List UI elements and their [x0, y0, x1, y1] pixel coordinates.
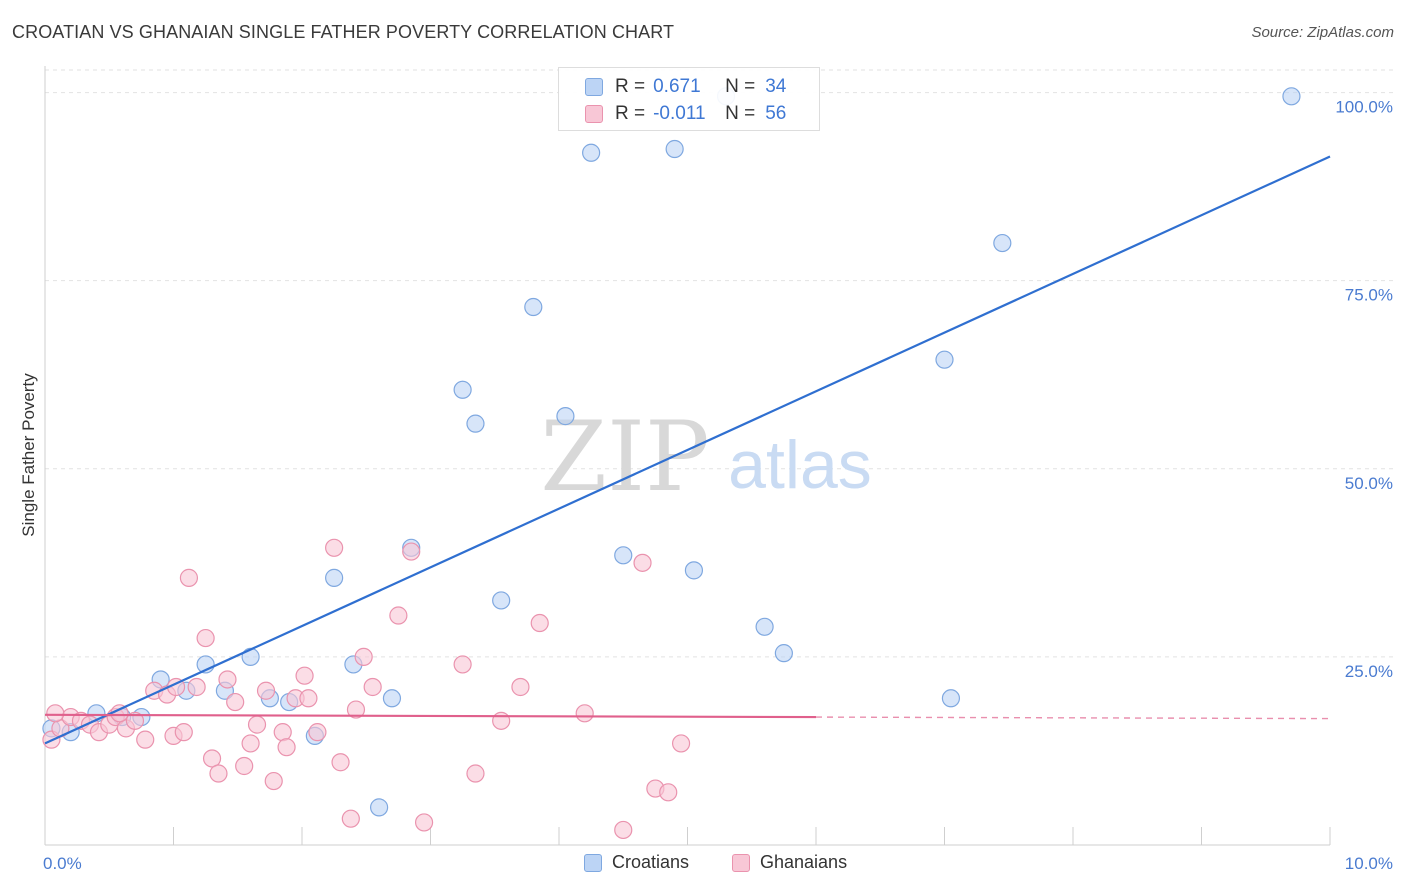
- legend: R = 0.671 N = 34 R = -0.011 N = 56: [558, 67, 820, 131]
- ghanaian-point: [136, 730, 155, 749]
- croatian-point: [941, 689, 961, 708]
- ghanaian-point: [530, 613, 549, 633]
- ghanaian-point: [277, 738, 296, 757]
- ghanaian-point: [325, 538, 344, 557]
- ghanaian-point: [389, 606, 408, 625]
- croatian-point: [453, 380, 472, 399]
- croatian-point: [665, 139, 684, 159]
- croatian-point: [466, 414, 485, 433]
- ghanaian-point: [511, 677, 530, 697]
- croatian-point: [382, 689, 402, 708]
- ghanaian-trend-line: [44, 713, 817, 719]
- source-label: Source: ZipAtlas.com: [1251, 24, 1394, 41]
- croatian-point: [1282, 87, 1301, 106]
- legend-row-ghanaians: R = -0.011 N = 56: [585, 103, 786, 125]
- legend-swatch-croatians: [585, 78, 603, 96]
- ghanaian-point: [209, 764, 228, 783]
- ghanaian-point: [346, 700, 366, 719]
- grid-lines: [45, 69, 1395, 658]
- ghanaian-point: [453, 655, 472, 674]
- tick-labels: 25.0% 50.0% 75.0% 100.0% 0.0% 10.0%: [43, 98, 1393, 873]
- legend-n-value-ghanaians: 56: [765, 103, 787, 124]
- croatian-point: [370, 798, 389, 817]
- croatian-point: [993, 233, 1012, 253]
- ghanaian-point: [492, 711, 511, 730]
- y-tick-label: 25.0%: [1345, 662, 1393, 681]
- y-tick-label: 75.0%: [1345, 286, 1393, 305]
- ghanaian-point: [354, 647, 373, 666]
- axes: [44, 66, 1331, 846]
- x-tick-label: 0.0%: [43, 854, 82, 873]
- x-tick-label: 10.0%: [1345, 854, 1393, 873]
- ghanaian-point: [295, 666, 314, 685]
- legend-r-label: R =: [615, 76, 646, 97]
- y-tick-label: 100.0%: [1335, 98, 1393, 117]
- bottom-legend-swatch-croatians: [584, 853, 602, 872]
- ghanaian-point: [174, 723, 193, 742]
- croatian-point: [556, 407, 575, 426]
- ghanaian-point: [575, 704, 594, 723]
- bottom-legend-swatch-ghanaians: [732, 853, 750, 872]
- ghanaian-point: [241, 734, 260, 753]
- legend-swatch-ghanaians: [585, 105, 603, 123]
- ghanaian-point: [179, 568, 199, 587]
- ghanaian-point: [341, 809, 360, 828]
- bottom-legend-ghanaians: Ghanaians: [732, 852, 847, 873]
- croatian-point: [325, 568, 344, 587]
- legend-row-croatians: R = 0.671 N = 34: [585, 76, 786, 98]
- legend-n-label: N =: [725, 76, 756, 97]
- ghanaian-point: [247, 715, 267, 734]
- watermark-atlas: atlas: [728, 427, 872, 503]
- ghanaian-point: [226, 692, 245, 712]
- ghanaian-point: [466, 764, 485, 783]
- y-axis-label: Single Father Poverty: [19, 373, 38, 537]
- ghanaian-point: [331, 753, 350, 772]
- watermark: ZIP atlas: [540, 401, 871, 513]
- ghanaian-point: [659, 783, 678, 802]
- croatian-trend-line: [44, 155, 1331, 745]
- croatian-point: [524, 297, 543, 317]
- ghanaian-point: [614, 820, 633, 840]
- legend-n-label: N =: [725, 103, 756, 124]
- ghanaian-point: [202, 749, 222, 768]
- legend-n-value-croatians: 34: [765, 76, 787, 97]
- ghanaian-point: [414, 813, 434, 832]
- ghanaian-point: [402, 542, 421, 561]
- legend-r-value-ghanaians: -0.011: [653, 103, 706, 124]
- ghanaian-point: [299, 689, 318, 708]
- ghanaian-point: [264, 771, 283, 791]
- ghanaian-point: [256, 681, 276, 700]
- croatian-point: [582, 143, 601, 162]
- legend-r-label: R =: [615, 103, 646, 124]
- croatian-point: [755, 617, 774, 636]
- ghanaian-trend-extension: [815, 716, 1331, 720]
- legend-r-value-croatians: 0.671: [653, 76, 701, 97]
- bottom-legend-label-ghanaians: Ghanaians: [760, 852, 848, 872]
- ghanaian-point: [671, 734, 691, 753]
- ghanaian-point: [187, 677, 206, 697]
- ghanaian-point: [196, 628, 215, 648]
- ghanaian-point: [273, 723, 292, 742]
- ghanaian-point: [125, 711, 145, 730]
- croatian-point: [774, 644, 793, 663]
- bottom-legend-croatians: Croatians: [584, 852, 689, 873]
- croatian-point: [684, 561, 704, 580]
- croatian-point: [935, 350, 954, 369]
- croatian-point: [241, 647, 260, 666]
- ghanaian-point: [308, 723, 327, 742]
- trend-lines: [44, 155, 1331, 745]
- bottom-legend-label-croatians: Croatians: [612, 852, 690, 872]
- ghanaian-point: [235, 756, 254, 776]
- ghanaian-point: [218, 670, 237, 689]
- croatian-point: [614, 546, 633, 565]
- bottom-legend: Croatians Ghanaians: [0, 852, 1406, 876]
- ghanaian-point: [46, 704, 65, 723]
- ghanaian-point: [363, 677, 382, 697]
- ghanaian-point: [633, 553, 652, 572]
- chart-title: CROATIAN VS GHANAIAN SINGLE FATHER POVER…: [12, 22, 675, 42]
- y-tick-label: 50.0%: [1345, 474, 1393, 493]
- croatian-point: [492, 591, 511, 610]
